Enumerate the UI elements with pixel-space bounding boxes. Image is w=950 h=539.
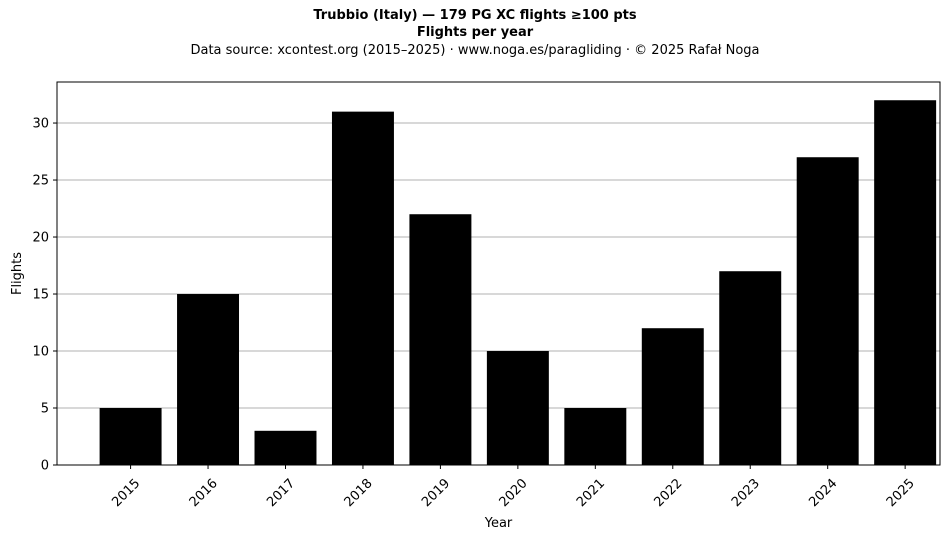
x-tick-label: 2020 xyxy=(497,476,531,510)
y-tick-label: 25 xyxy=(32,174,49,189)
bars xyxy=(99,100,937,465)
y-tick-label: 5 xyxy=(41,402,49,417)
x-axis-ticks: 2015 2016 2017 2018 2019 2020 2021 2022 2023 2024… xyxy=(109,465,918,510)
bar-2024 xyxy=(796,157,859,465)
y-tick-label: 15 xyxy=(32,288,49,303)
bar-2022 xyxy=(641,328,704,465)
plot-frame xyxy=(56,81,941,466)
x-tick-label: 2018 xyxy=(342,476,376,510)
chart-subtitle: Data source: xcontest.org (2015–2025) · … xyxy=(190,43,760,58)
chart-title: Trubbio (Italy) — 179 PG XC flights ≥100… xyxy=(313,8,637,23)
x-tick-label: 2015 xyxy=(109,476,143,510)
x-tick-label: 2025 xyxy=(884,476,918,510)
bar-2021 xyxy=(564,408,627,465)
y-tick-label: 0 xyxy=(41,459,49,474)
x-tick-label: 2019 xyxy=(419,476,453,510)
y-axis-label: Flights xyxy=(10,252,25,295)
bar-2020 xyxy=(486,351,549,465)
bar-2019 xyxy=(409,214,472,465)
chart-title-secondary: Flights per year xyxy=(416,25,534,40)
x-axis-label: Year xyxy=(484,516,513,531)
y-tick-label: 10 xyxy=(32,345,49,360)
y-tick-label: 30 xyxy=(32,117,49,132)
bar-2015 xyxy=(99,408,162,465)
x-tick-label: 2016 xyxy=(187,476,221,510)
bar-2025 xyxy=(874,100,937,465)
bar-2017 xyxy=(254,430,317,465)
bar-2016 xyxy=(177,294,240,465)
y-tick-label: 20 xyxy=(32,231,49,246)
x-tick-label: 2021 xyxy=(574,476,608,510)
bar-2018 xyxy=(331,111,394,465)
x-tick-label: 2023 xyxy=(729,476,763,510)
bar-2023 xyxy=(719,271,782,465)
x-tick-label: 2017 xyxy=(264,476,298,510)
y-axis-ticks: 0 5 10 15 20 25 30 xyxy=(32,117,57,474)
x-tick-label: 2024 xyxy=(806,476,840,510)
x-tick-label: 2022 xyxy=(651,476,685,510)
